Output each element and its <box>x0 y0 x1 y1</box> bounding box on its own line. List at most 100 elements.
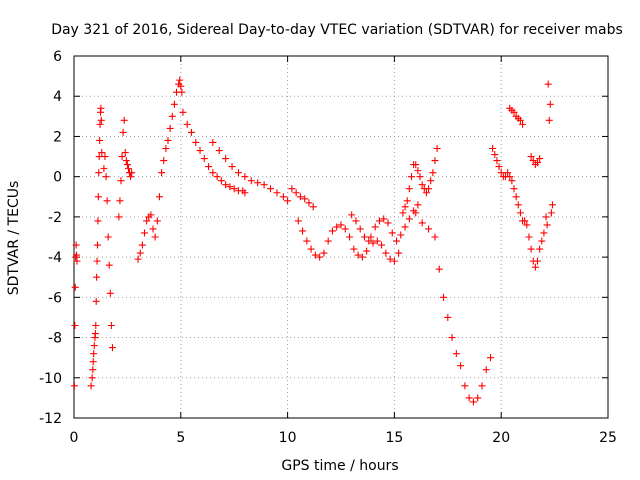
data-point <box>294 217 302 225</box>
data-point <box>98 149 106 157</box>
x-axis-label: GPS time / hours <box>281 458 398 474</box>
data-point <box>93 273 101 281</box>
data-point <box>382 249 390 257</box>
data-point <box>138 241 146 249</box>
series-rx-near-zero <box>70 241 81 390</box>
data-point <box>241 173 249 181</box>
data-point <box>425 225 433 233</box>
data-point <box>155 193 163 201</box>
data-point <box>158 169 166 177</box>
data-point <box>162 145 170 153</box>
data-point <box>320 249 328 257</box>
data-point <box>324 237 332 245</box>
data-point <box>226 183 234 191</box>
data-point <box>416 173 424 181</box>
data-point <box>543 221 551 229</box>
data-point <box>328 227 336 235</box>
data-point <box>358 253 366 261</box>
data-point <box>448 334 456 342</box>
x-tick-label: 25 <box>599 430 617 446</box>
x-tick-label: 15 <box>385 430 403 446</box>
data-point <box>401 223 409 231</box>
data-point <box>529 157 537 165</box>
data-point <box>260 181 268 189</box>
data-point <box>311 251 319 259</box>
y-tick-label: -2 <box>48 210 62 226</box>
data-point <box>88 374 96 382</box>
data-point <box>305 199 313 207</box>
data-point <box>102 173 110 181</box>
data-point <box>209 169 217 177</box>
data-point <box>405 185 413 193</box>
data-point <box>527 245 535 253</box>
data-point <box>241 189 249 197</box>
data-point <box>516 209 524 217</box>
data-point <box>514 201 522 209</box>
grid-lines <box>74 56 608 418</box>
series-rx-segment-20b <box>506 104 527 128</box>
chart-title: Day 321 of 2016, Sidereal Day-to-day VTE… <box>51 22 623 38</box>
data-point <box>222 155 230 163</box>
data-point <box>482 366 490 374</box>
data-point <box>92 297 100 305</box>
data-point <box>166 124 174 132</box>
data-point <box>393 237 401 245</box>
data-point <box>134 255 142 263</box>
data-point <box>412 209 420 217</box>
data-point <box>371 223 379 231</box>
data-point <box>429 169 437 177</box>
data-point <box>95 169 103 177</box>
data-point <box>348 211 356 219</box>
data-point <box>105 261 113 269</box>
data-point <box>140 229 148 237</box>
data-point <box>469 398 477 406</box>
data-point <box>284 197 292 205</box>
data-point <box>380 215 388 223</box>
data-point <box>179 108 187 116</box>
data-point <box>121 149 129 157</box>
data-point <box>525 233 533 241</box>
series-rx-spike-3 <box>115 116 136 221</box>
data-point <box>153 217 161 225</box>
series-rx-decline-b <box>209 138 292 205</box>
data-point <box>547 209 555 217</box>
data-point <box>149 225 157 233</box>
data-point <box>414 201 422 209</box>
data-points <box>70 76 556 406</box>
data-point <box>301 195 309 203</box>
data-point <box>93 257 101 265</box>
y-tick-label: -4 <box>48 250 62 266</box>
data-point <box>493 157 501 165</box>
data-point <box>418 219 426 227</box>
data-point <box>71 321 79 329</box>
series-rx-segment-21 <box>523 221 548 271</box>
data-point <box>478 382 486 390</box>
data-point <box>118 153 126 161</box>
data-point <box>433 145 441 153</box>
data-point <box>136 249 144 257</box>
data-point <box>104 233 112 241</box>
data-point <box>354 251 362 259</box>
data-point <box>273 189 281 197</box>
data-point <box>378 241 386 249</box>
data-point <box>87 382 95 390</box>
series-rx-wave-c <box>348 211 403 265</box>
x-tick-label: 20 <box>492 430 510 446</box>
data-point <box>375 217 383 225</box>
data-point <box>465 394 473 402</box>
data-point <box>196 147 204 155</box>
data-point <box>531 263 539 271</box>
data-point <box>187 128 195 136</box>
data-point <box>90 342 98 350</box>
data-point <box>168 112 176 120</box>
data-point <box>489 145 497 153</box>
plot-area-frame <box>73 55 609 419</box>
data-point <box>504 169 512 177</box>
data-point <box>94 193 102 201</box>
data-point <box>299 227 307 235</box>
data-point <box>407 173 415 181</box>
data-point <box>384 219 392 227</box>
data-point <box>151 233 159 241</box>
data-point <box>333 223 341 231</box>
data-point <box>209 138 217 146</box>
